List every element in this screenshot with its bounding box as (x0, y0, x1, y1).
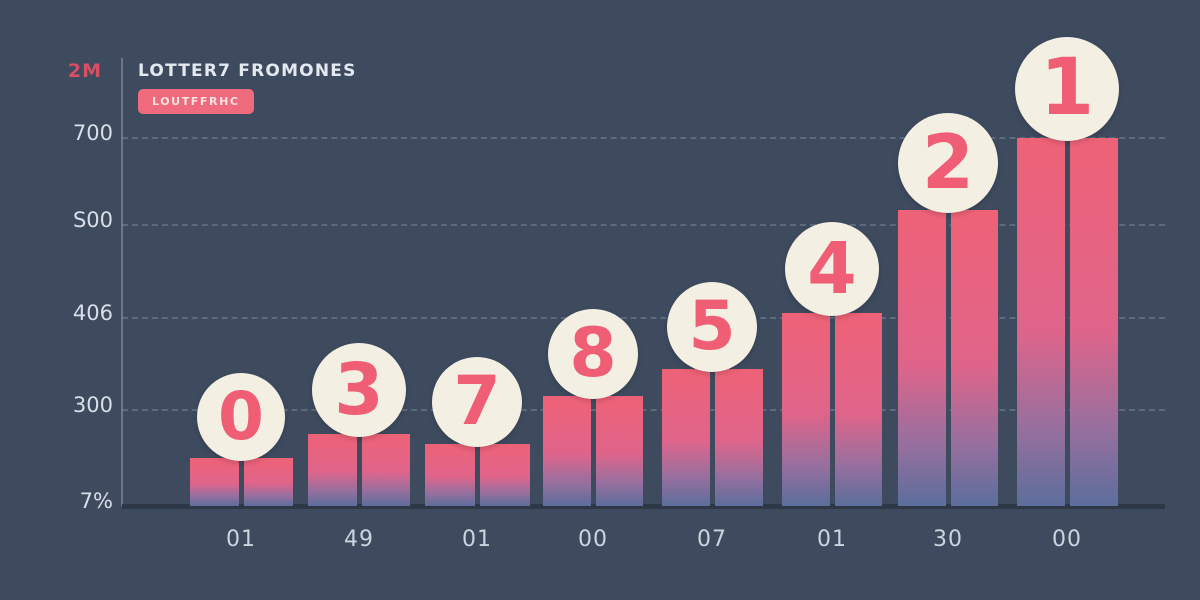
bar-half-left (898, 210, 946, 506)
bar-half-right (834, 313, 882, 506)
number-ball: 5 (667, 282, 757, 372)
bar (898, 210, 998, 506)
bar-half-right (1069, 138, 1118, 506)
y-tick-label: 7% (79, 489, 113, 513)
bar-half-left (308, 434, 357, 506)
x-tick-label: 01 (462, 527, 492, 552)
ball-number: 2 (921, 118, 975, 206)
bar-half-right (479, 444, 530, 506)
bar (661, 369, 763, 506)
ball-number: 7 (453, 361, 501, 441)
ball-number: 5 (688, 286, 736, 366)
number-ball: 1 (1015, 37, 1119, 141)
grid-line (122, 409, 1165, 411)
bar-half-left (1016, 138, 1065, 506)
x-tick-label: 30 (933, 527, 963, 552)
x-tick-label: 07 (697, 527, 727, 552)
bar (424, 444, 530, 506)
bar-half-right (950, 210, 998, 506)
legend-badge: LOUTFFRHC (138, 89, 254, 114)
x-tick-label: 01 (226, 527, 256, 552)
bar-half-right (714, 369, 763, 506)
bar (782, 313, 882, 506)
number-ball: 7 (432, 357, 522, 447)
y-axis-spine (121, 58, 123, 506)
bar (1016, 138, 1118, 506)
x-axis-baseline (122, 504, 1165, 509)
bar-half-right (361, 434, 410, 506)
y-tick-label: 700 (72, 121, 113, 145)
bar-half-left (543, 396, 591, 506)
grid-line (122, 137, 1165, 139)
y-tick-label: S00 (72, 208, 113, 232)
bar-half-right (243, 458, 293, 506)
bar-half-left (424, 444, 475, 506)
bar (308, 434, 410, 506)
corner-unit-label: 2M (67, 60, 102, 82)
x-tick-label: 49 (344, 527, 374, 552)
number-ball: 0 (197, 373, 285, 461)
ball-number: 3 (334, 347, 384, 431)
bar-half-left (782, 313, 830, 506)
x-tick-label: 00 (578, 527, 608, 552)
chart-title: LOTTER7 FROMONES (138, 61, 357, 81)
bar (543, 396, 643, 506)
number-ball: 2 (898, 113, 998, 213)
y-tick-label: 406 (72, 301, 113, 325)
ball-number: 1 (1039, 43, 1095, 133)
x-tick-label: 01 (817, 527, 847, 552)
bar-half-left (189, 458, 239, 506)
number-ball: 8 (548, 309, 638, 399)
bar-half-right (595, 396, 643, 506)
ball-number: 8 (569, 313, 617, 393)
bar-half-left (661, 369, 710, 506)
number-ball: 3 (312, 343, 406, 437)
bar (189, 458, 293, 506)
number-ball: 4 (785, 222, 879, 316)
y-tick-label: 300 (72, 393, 113, 417)
grid-line (122, 224, 1165, 226)
ball-number: 0 (218, 377, 264, 455)
ball-number: 4 (807, 226, 857, 310)
grid-line (122, 317, 1165, 319)
x-tick-label: 00 (1052, 527, 1082, 552)
